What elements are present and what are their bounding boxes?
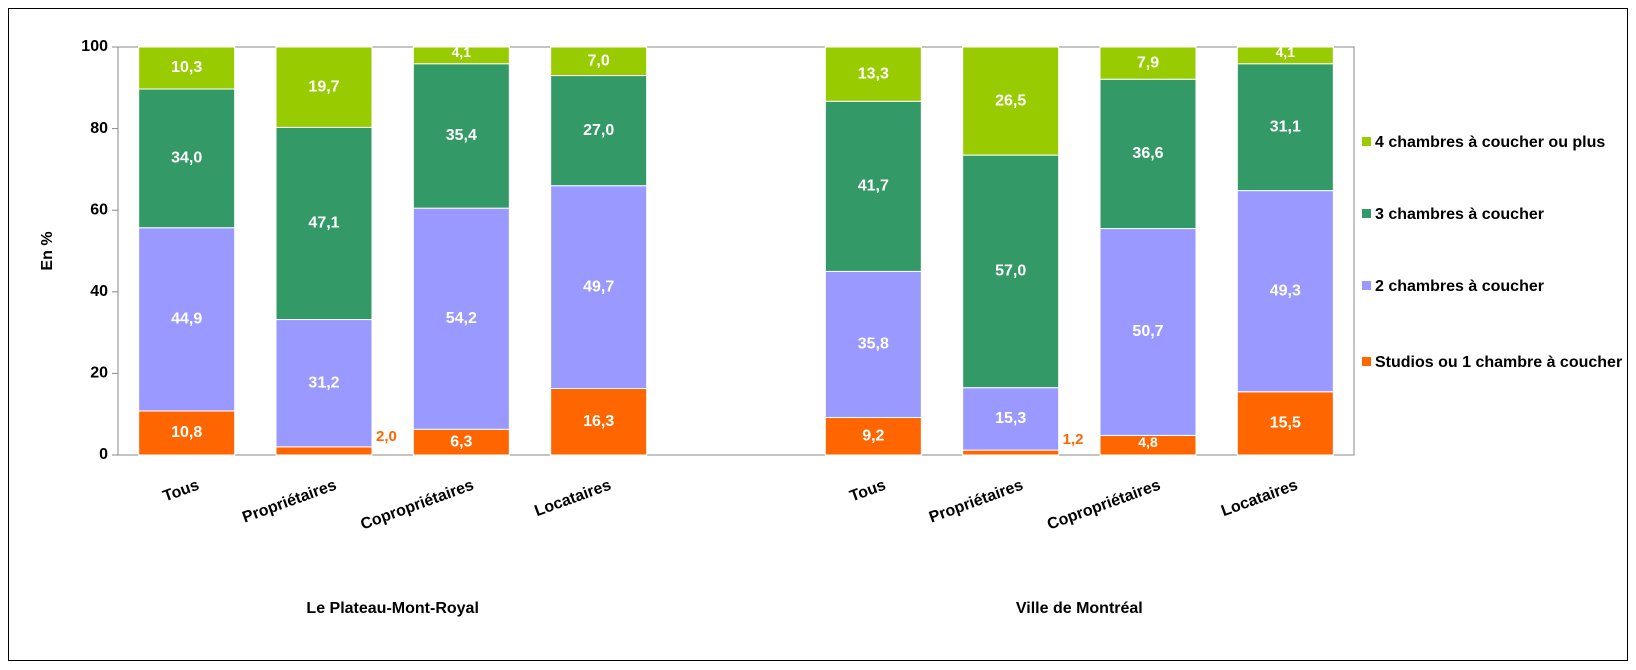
bar-segment xyxy=(824,416,922,456)
value-label: 1,2 xyxy=(1063,431,1084,448)
y-tick-label: 60 xyxy=(90,201,108,218)
value-label: 31,2 xyxy=(308,374,339,391)
bar-segment xyxy=(138,46,236,90)
bar-segment xyxy=(412,428,510,456)
bar-segment xyxy=(1236,63,1334,192)
value-label: 4,1 xyxy=(452,44,472,60)
bar-segment xyxy=(275,319,373,448)
bar-segment xyxy=(275,446,373,456)
legend-label: 3 chambres à coucher xyxy=(1375,206,1544,223)
value-label: 2,0 xyxy=(376,428,397,445)
y-tick-label: 100 xyxy=(81,38,108,55)
value-label: 49,3 xyxy=(1270,282,1301,299)
value-label: 47,1 xyxy=(308,215,339,232)
bar-segment xyxy=(1236,391,1334,456)
bar-segment xyxy=(962,154,1060,389)
value-label: 7,9 xyxy=(1137,54,1159,71)
frame xyxy=(8,8,1628,661)
bar-segment xyxy=(1236,190,1334,393)
value-label: 34,0 xyxy=(171,150,202,167)
value-label: 19,7 xyxy=(308,78,339,95)
value-label: 9,2 xyxy=(862,427,884,444)
x-tick-label: Propriétaires xyxy=(240,477,339,527)
y-tick-label: 40 xyxy=(90,283,108,300)
bar-segment xyxy=(1099,228,1197,436)
legend-marker xyxy=(1362,137,1371,146)
value-label: 49,7 xyxy=(583,278,614,295)
bar-segment xyxy=(962,387,1060,451)
bar-segment xyxy=(138,227,236,412)
group-label: Le Plateau-Mont-Royal xyxy=(306,600,478,617)
bar-segment xyxy=(550,185,648,389)
value-label: 27,0 xyxy=(583,122,614,139)
value-label: 13,3 xyxy=(858,65,889,82)
bar-segment xyxy=(1099,46,1197,80)
bar-segment xyxy=(962,46,1060,156)
legend-label: 2 chambres à coucher xyxy=(1375,278,1544,295)
value-label: 6,3 xyxy=(450,433,472,450)
bar-segment xyxy=(275,46,373,128)
bar-segment xyxy=(1099,78,1197,230)
x-tick-label: Copropriétaires xyxy=(358,477,476,534)
bar-segment xyxy=(412,46,510,65)
y-tick-label: 20 xyxy=(90,365,108,382)
value-label: 41,7 xyxy=(858,178,889,195)
value-label: 35,8 xyxy=(858,336,889,353)
bar-segment xyxy=(1236,46,1334,65)
bar-segment xyxy=(824,270,922,418)
bar-segment xyxy=(550,75,648,187)
value-label: 26,5 xyxy=(995,92,1026,109)
x-tick-label: Tous xyxy=(161,477,202,506)
x-tick-label: Locataires xyxy=(1219,477,1300,520)
y-axis-label: En % xyxy=(39,231,56,270)
value-label: 16,3 xyxy=(583,413,614,430)
y-tick-label: 80 xyxy=(90,120,108,137)
value-label: 7,0 xyxy=(588,52,610,69)
bar-segment xyxy=(138,88,236,229)
bar-segment xyxy=(550,387,648,456)
bar-segment xyxy=(412,207,510,430)
value-label: 4,1 xyxy=(1276,44,1296,60)
legend-marker xyxy=(1362,281,1371,290)
x-tick-label: Locataires xyxy=(532,477,613,520)
x-tick-label: Tous xyxy=(848,477,889,506)
bar-segment xyxy=(275,126,373,321)
legend-label: Studios ou 1 chambre à coucher xyxy=(1375,354,1623,371)
legend-label: 4 chambres à coucher ou plus xyxy=(1375,134,1606,151)
value-label: 57,0 xyxy=(995,263,1026,280)
x-tick-label: Propriétaires xyxy=(927,477,1026,527)
legend-marker xyxy=(1362,357,1371,366)
value-label: 36,6 xyxy=(1132,145,1163,162)
value-label: 15,3 xyxy=(995,410,1026,427)
x-tick-label: Copropriétaires xyxy=(1045,477,1163,534)
value-label: 4,8 xyxy=(1138,434,1158,450)
value-label: 54,2 xyxy=(446,310,477,327)
group-label: Ville de Montréal xyxy=(1016,600,1143,617)
y-tick-label: 0 xyxy=(99,446,108,463)
value-label: 31,1 xyxy=(1270,118,1301,135)
value-label: 10,8 xyxy=(171,424,202,441)
bar-segment xyxy=(824,46,922,102)
bar-segment xyxy=(962,449,1060,456)
bar-segment xyxy=(412,63,510,209)
bar-segment xyxy=(550,46,648,77)
value-label: 35,4 xyxy=(446,127,477,144)
plot-area xyxy=(117,46,1355,456)
value-label: 15,5 xyxy=(1270,415,1301,432)
legend-marker xyxy=(1362,209,1371,218)
value-label: 10,3 xyxy=(171,59,202,76)
value-label: 44,9 xyxy=(171,311,202,328)
value-label: 50,7 xyxy=(1132,323,1163,340)
